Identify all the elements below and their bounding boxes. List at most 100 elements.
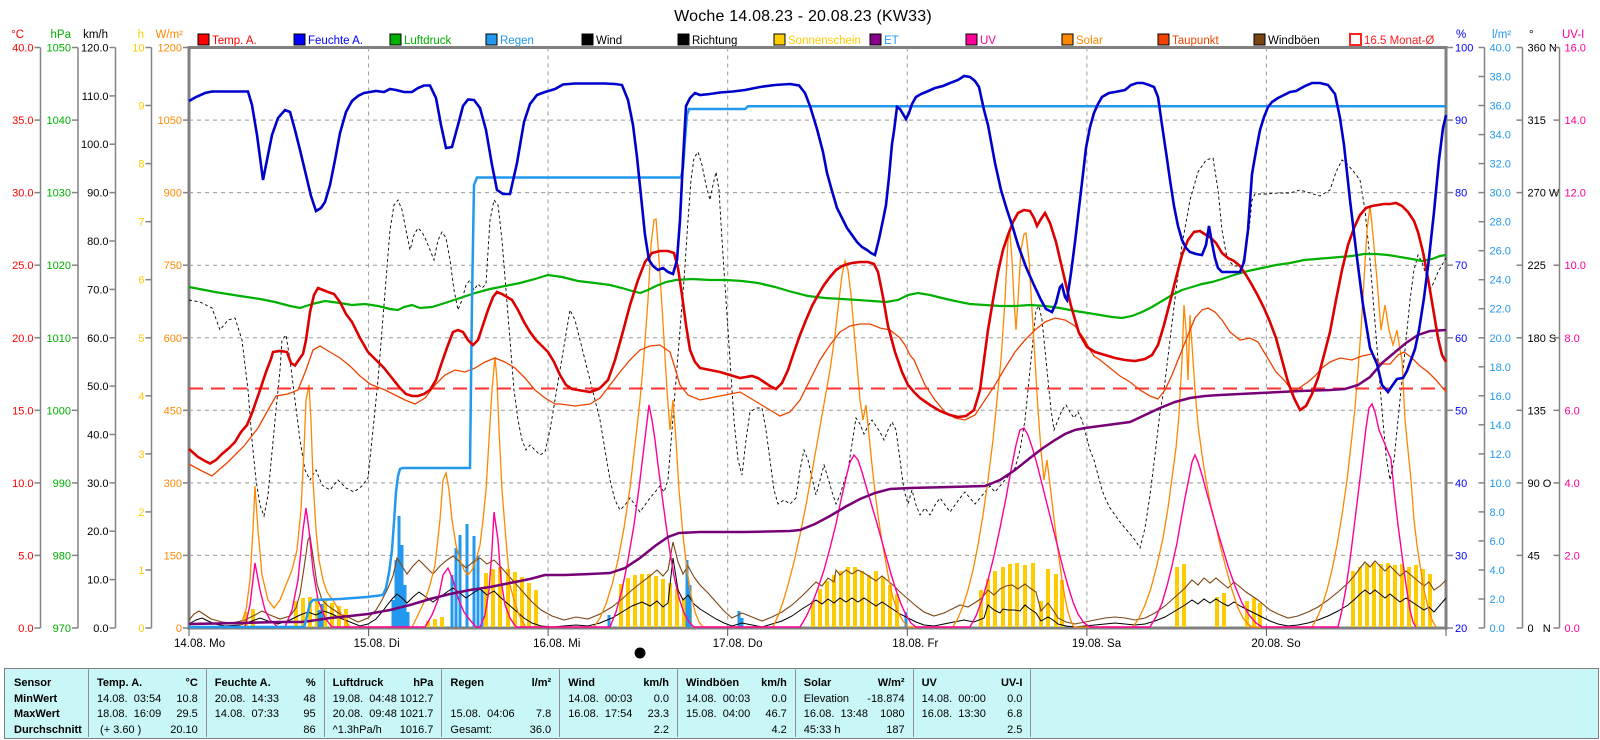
svg-text:150: 150 — [164, 550, 182, 562]
svg-text:1030: 1030 — [47, 188, 71, 200]
svg-text:30.0: 30.0 — [1490, 188, 1511, 200]
svg-text:30.0: 30.0 — [87, 478, 108, 490]
svg-text:14.0: 14.0 — [1490, 420, 1511, 432]
svg-text:%: % — [1456, 29, 1466, 41]
svg-text:16.0: 16.0 — [1565, 43, 1586, 55]
svg-text:450: 450 — [164, 405, 182, 417]
svg-text:15.08. Di: 15.08. Di — [354, 638, 400, 650]
svg-text:Richtung: Richtung — [692, 35, 737, 47]
svg-text:Woche 14.08.23 - 20.08.23 (KW3: Woche 14.08.23 - 20.08.23 (KW33) — [674, 8, 932, 25]
svg-text:80.0: 80.0 — [87, 236, 108, 248]
svg-text:16.5 Monat-Ø: 16.5 Monat-Ø — [1364, 35, 1434, 47]
svg-text:970: 970 — [53, 623, 71, 635]
svg-text:60.0: 60.0 — [87, 333, 108, 345]
svg-text:17.08. Do: 17.08. Do — [713, 638, 763, 650]
svg-text:1020: 1020 — [47, 260, 71, 272]
svg-text:100: 100 — [1455, 43, 1473, 55]
svg-text:2.0: 2.0 — [1565, 550, 1580, 562]
svg-text:990: 990 — [53, 478, 71, 490]
svg-text:14.08. Mo: 14.08. Mo — [174, 638, 225, 650]
svg-text:600: 600 — [164, 333, 182, 345]
svg-text:32.0: 32.0 — [1490, 159, 1511, 171]
svg-text:Luftdruck: Luftdruck — [404, 35, 452, 47]
svg-text:°C: °C — [11, 29, 24, 41]
svg-text:24.0: 24.0 — [1490, 275, 1511, 287]
svg-text:Sonnenschein: Sonnenschein — [788, 35, 861, 47]
svg-text:2: 2 — [138, 507, 144, 519]
svg-text:6.0: 6.0 — [1565, 405, 1580, 417]
svg-text:3: 3 — [138, 449, 144, 461]
svg-text:Taupunkt: Taupunkt — [1172, 35, 1219, 47]
svg-text:18.08. Fr: 18.08. Fr — [892, 638, 938, 650]
svg-text:10: 10 — [132, 43, 144, 55]
svg-text:20.0: 20.0 — [87, 526, 108, 538]
svg-text:50.0: 50.0 — [87, 381, 108, 393]
svg-text:0 N: 0 N — [1528, 623, 1551, 635]
svg-text:315: 315 — [1528, 115, 1546, 127]
svg-text:6: 6 — [138, 275, 144, 287]
svg-text:16.08. Mi: 16.08. Mi — [533, 638, 580, 650]
svg-text:°: ° — [1529, 29, 1534, 41]
svg-text:110.0: 110.0 — [82, 91, 109, 103]
svg-text:36.0: 36.0 — [1490, 101, 1511, 113]
svg-text:90: 90 — [1455, 115, 1467, 127]
svg-text:0: 0 — [176, 623, 182, 635]
svg-text:1000: 1000 — [47, 405, 71, 417]
svg-text:7: 7 — [138, 217, 144, 229]
svg-text:90.0: 90.0 — [87, 188, 108, 200]
svg-text:6.0: 6.0 — [1490, 536, 1505, 548]
svg-text:hPa: hPa — [51, 29, 72, 41]
svg-text:90 O: 90 O — [1528, 478, 1552, 490]
svg-text:Temp. A.: Temp. A. — [212, 35, 257, 47]
svg-text:270 W: 270 W — [1528, 188, 1560, 200]
svg-text:10.0: 10.0 — [12, 478, 33, 490]
svg-text:360 N: 360 N — [1528, 43, 1557, 55]
svg-text:18.0: 18.0 — [1490, 362, 1511, 374]
svg-text:Solar: Solar — [1076, 35, 1103, 47]
svg-text:28.0: 28.0 — [1490, 217, 1511, 229]
svg-text:9: 9 — [138, 101, 144, 113]
svg-text:20: 20 — [1455, 623, 1467, 635]
svg-text:1010: 1010 — [47, 333, 71, 345]
svg-text:40.0: 40.0 — [87, 430, 108, 442]
svg-text:Feuchte A.: Feuchte A. — [308, 35, 363, 47]
svg-text:1040: 1040 — [47, 115, 71, 127]
svg-text:20.0: 20.0 — [1490, 333, 1511, 345]
svg-text:0.0: 0.0 — [1490, 623, 1505, 635]
svg-text:UV: UV — [980, 35, 996, 47]
svg-text:Wind: Wind — [596, 35, 622, 47]
svg-text:225: 225 — [1528, 260, 1546, 272]
svg-text:300: 300 — [164, 478, 182, 490]
svg-text:5.0: 5.0 — [18, 550, 33, 562]
svg-text:5: 5 — [138, 333, 144, 345]
svg-text:8: 8 — [138, 159, 144, 171]
svg-text:10.0: 10.0 — [1490, 478, 1511, 490]
svg-text:Windböen: Windböen — [1268, 35, 1320, 47]
svg-text:980: 980 — [53, 550, 71, 562]
svg-text:16.0: 16.0 — [1490, 391, 1511, 403]
svg-text:1050: 1050 — [47, 43, 71, 55]
svg-text:W/m²: W/m² — [156, 29, 184, 41]
svg-text:135: 135 — [1528, 405, 1546, 417]
svg-text:l/m²: l/m² — [1492, 29, 1511, 41]
svg-text:1: 1 — [138, 565, 144, 577]
svg-text:38.0: 38.0 — [1490, 72, 1511, 84]
svg-text:750: 750 — [164, 260, 182, 272]
svg-text:20.08. So: 20.08. So — [1251, 638, 1300, 650]
svg-text:10.0: 10.0 — [87, 575, 108, 587]
svg-text:1200: 1200 — [158, 43, 182, 55]
svg-text:8.0: 8.0 — [1490, 507, 1505, 519]
svg-text:0.0: 0.0 — [18, 623, 33, 635]
svg-text:h: h — [138, 29, 144, 41]
svg-text:20.0: 20.0 — [12, 333, 33, 345]
svg-text:10.0: 10.0 — [1565, 260, 1586, 272]
svg-text:900: 900 — [164, 188, 182, 200]
svg-text:70.0: 70.0 — [87, 284, 108, 296]
svg-text:Regen: Regen — [500, 35, 534, 47]
svg-text:1050: 1050 — [158, 115, 182, 127]
svg-text:34.0: 34.0 — [1490, 130, 1511, 142]
svg-text:25.0: 25.0 — [12, 260, 33, 272]
svg-text:70: 70 — [1455, 260, 1467, 272]
svg-text:0.0: 0.0 — [93, 623, 108, 635]
svg-text:4.0: 4.0 — [1565, 478, 1580, 490]
